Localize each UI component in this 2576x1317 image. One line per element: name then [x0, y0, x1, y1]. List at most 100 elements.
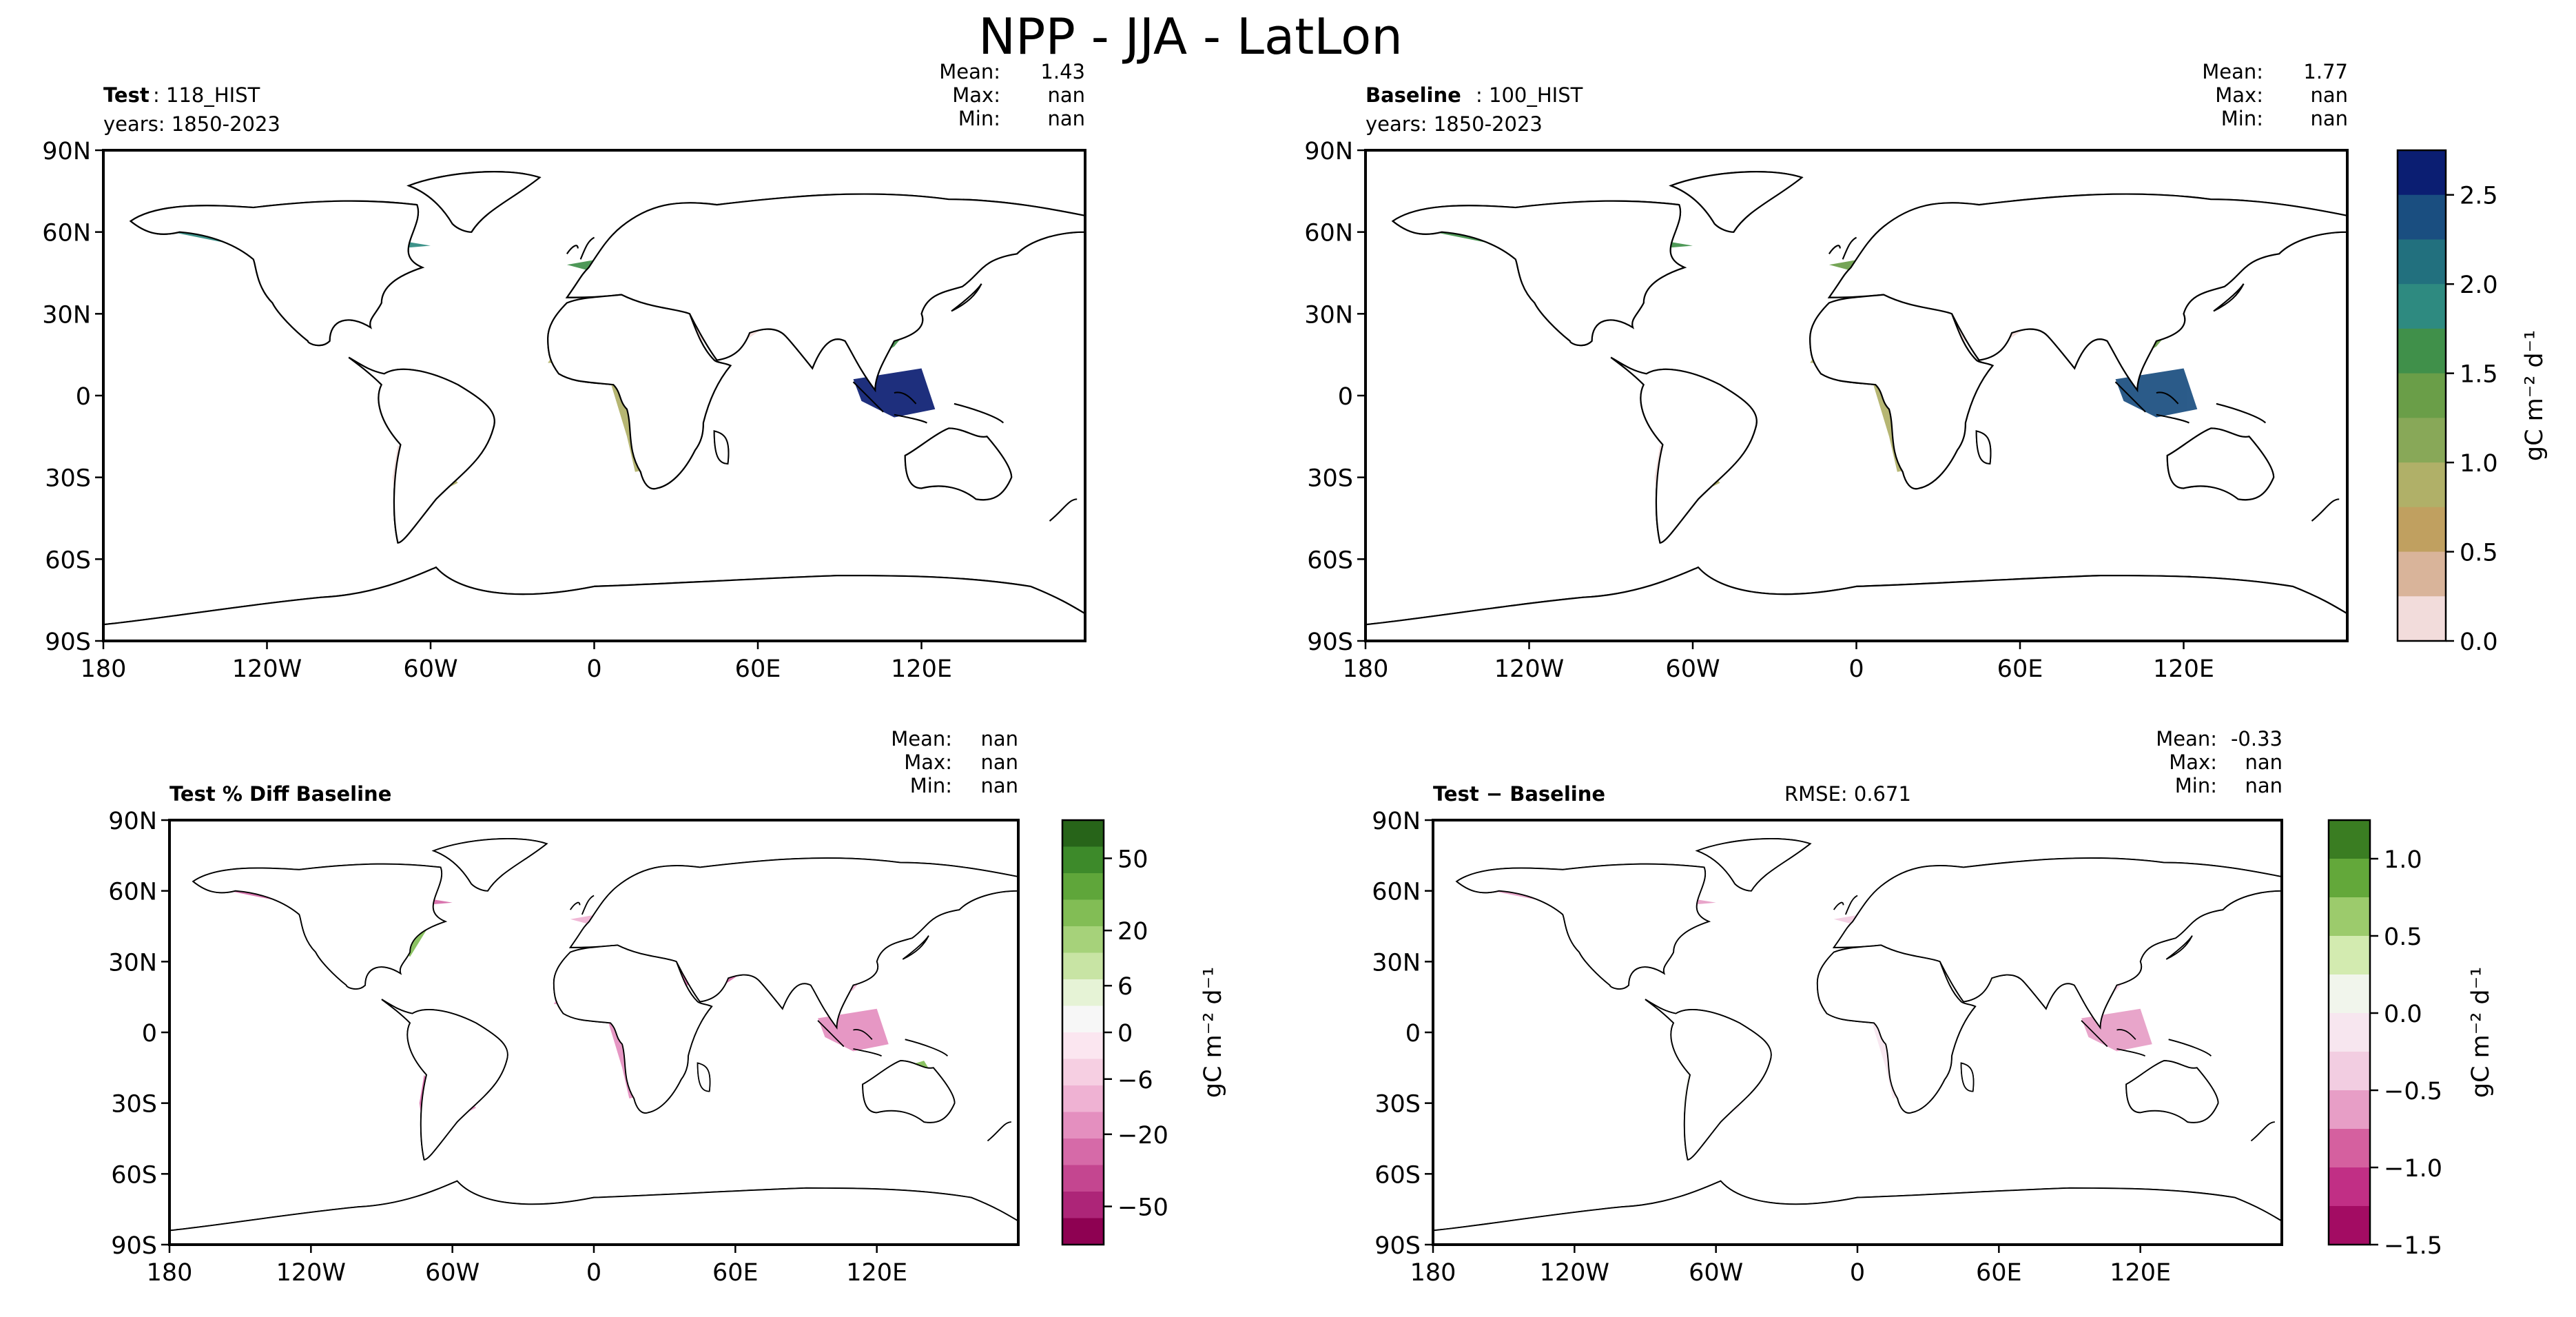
map-area	[1366, 150, 2347, 641]
map-area	[103, 150, 1085, 641]
stat-label-max: Max:	[952, 83, 1000, 107]
colorbar-tick-label: 1.5	[2460, 361, 2498, 389]
ytick-label: 30N	[42, 301, 91, 329]
xtick-label: 120W	[1540, 1259, 1609, 1287]
xtick-label: 0	[1848, 655, 1864, 683]
ytick-label: 90N	[1304, 138, 1353, 165]
colorbar-segment	[2329, 974, 2370, 1014]
ytick-label: 90S	[111, 1232, 157, 1260]
colorbar-segment	[1062, 1218, 1104, 1245]
xtick-label: 180	[1343, 655, 1389, 683]
xtick-label: 60E	[1976, 1259, 2022, 1287]
ytick-label: 90S	[1374, 1232, 1421, 1260]
stat-value-max: nan	[1047, 83, 1085, 107]
xtick-label: 0	[586, 655, 601, 683]
xtick-label: 0	[1850, 1259, 1865, 1287]
ytick-label: 0	[142, 1020, 157, 1048]
stat-value-min: nan	[1047, 107, 1085, 130]
xtick-label: 60W	[1689, 1259, 1743, 1287]
ytick-label: 60N	[42, 220, 91, 247]
colorbar-tick-label: 0.5	[2460, 540, 2498, 567]
colorbar-segment	[1062, 1139, 1104, 1165]
ytick-label: 60S	[45, 547, 91, 574]
colorbar-tick-label: 20	[1117, 918, 1148, 946]
stat-label-mean: Mean:	[2156, 727, 2217, 751]
colorbar-label: gC m⁻² d⁻¹	[2521, 330, 2548, 461]
colorbar-tick-label: 2.0	[2460, 272, 2498, 299]
xtick-label: 120E	[2153, 655, 2214, 683]
colorbar-tick-label: 0.0	[2384, 1001, 2422, 1028]
xtick-label: 120W	[232, 655, 302, 683]
xtick-label: 120W	[276, 1259, 346, 1287]
stat-label-mean: Mean:	[939, 60, 1000, 83]
stat-label-max: Max:	[904, 751, 952, 774]
stat-value-mean: nan	[980, 727, 1018, 751]
colorbar-segment	[1062, 820, 1104, 847]
stat-value-mean: -0.33	[2231, 727, 2283, 751]
panel-title-bold: Baseline	[1366, 83, 1461, 107]
xtick-label: 120E	[2110, 1259, 2171, 1287]
colorbar-segment	[2329, 820, 2370, 859]
stats-block: Mean: -0.33 Max: nan Min: nan	[2156, 727, 2283, 797]
ytick-label: 60N	[1304, 220, 1353, 247]
colorbar-tick-label: 0.0	[2460, 629, 2498, 656]
xtick-label: 120E	[846, 1259, 907, 1287]
ytick-label: 30S	[1374, 1091, 1421, 1119]
colorbar-segment	[1062, 846, 1104, 874]
ytick-label: 30S	[1307, 465, 1353, 493]
xtick-label: 60E	[712, 1259, 759, 1287]
colorbar-segment	[2398, 328, 2446, 374]
stats-block: Mean: 1.77 Max: nan Min: nan	[2202, 60, 2348, 130]
colorbar-segment	[2329, 1090, 2370, 1130]
stat-value-mean: 1.77	[2303, 60, 2348, 83]
colorbar-segment	[2329, 1167, 2370, 1207]
colorbar-frame	[2396, 149, 2447, 642]
colorbar-segment	[2329, 859, 2370, 898]
colorbar-tick-label: −1.5	[2384, 1232, 2442, 1260]
ytick-label: 30S	[45, 465, 91, 493]
colorbar-tick-label: −0.5	[2384, 1078, 2442, 1105]
colorbar-tick-label: 0.5	[2384, 923, 2422, 951]
colorbar-segment	[2329, 1206, 2370, 1245]
panel-abs-diff: Test − Baseline RMSE: 0.671 Mean: -0.33 …	[1372, 727, 2495, 1287]
xtick-label: 180	[81, 655, 127, 683]
ytick-label: 90S	[1307, 629, 1353, 656]
xtick-label: 0	[586, 1259, 601, 1287]
xtick-label: 60E	[1997, 655, 2043, 683]
ytick-label: 90S	[45, 629, 91, 656]
colorbar-segment	[1062, 926, 1104, 953]
stats-block: Mean: nan Max: nan Min: nan	[891, 727, 1018, 797]
stat-label-min: Min:	[2221, 107, 2263, 130]
colorbar-tick-label: −1.0	[2384, 1155, 2442, 1183]
xtick-label: 60W	[1665, 655, 1720, 683]
stat-value-min: nan	[980, 774, 1018, 797]
stat-value-max: nan	[2310, 83, 2348, 107]
colorbar-tick-label: 2.5	[2460, 183, 2498, 210]
stat-label-min: Min:	[958, 107, 1000, 130]
colorbar-tick-label: −20	[1117, 1122, 1168, 1150]
panel-title: : 118_HIST	[153, 83, 260, 107]
colorbar-segment	[2329, 1052, 2370, 1091]
ytick-label: 30N	[1372, 949, 1421, 977]
map-area	[169, 820, 1018, 1245]
rmse-label: RMSE: 0.671	[1784, 782, 1911, 806]
colorbar-tick-label: 6	[1117, 973, 1133, 1001]
panel-pct-diff: Test % Diff Baseline Mean: nan Max: nan …	[108, 727, 1227, 1287]
colorbar-tick-label: 1.0	[2460, 450, 2498, 478]
ytick-label: 60S	[111, 1161, 157, 1189]
ytick-label: 60S	[1307, 547, 1353, 574]
xtick-label: 60W	[403, 655, 457, 683]
panel-baseline: Baseline : 100_HIST years: 1850-2023 Mea…	[1304, 60, 2548, 683]
panel-title-bold: Test	[103, 83, 150, 107]
colorbar-segment	[2329, 1013, 2370, 1052]
colorbar-frame	[2327, 819, 2371, 1246]
ytick-label: 0	[1338, 383, 1353, 411]
xtick-label: 120W	[1494, 655, 1564, 683]
stat-label-mean: Mean:	[2202, 60, 2263, 83]
stat-label-min: Min:	[910, 774, 952, 797]
colorbar-segment	[1062, 1032, 1104, 1059]
colorbar-segment	[1062, 1192, 1104, 1218]
ytick-label: 30N	[1304, 301, 1353, 329]
stat-value-max: nan	[980, 751, 1018, 774]
